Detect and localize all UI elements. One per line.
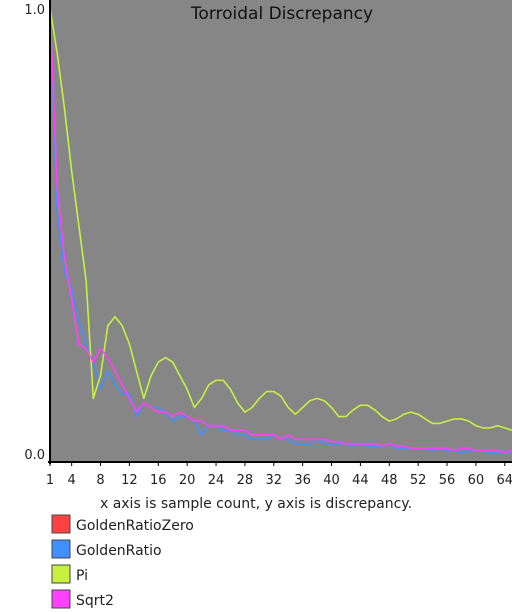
x-tick-label: 20 — [179, 473, 196, 488]
legend-swatch — [51, 564, 71, 584]
x-tick-label: 32 — [266, 473, 283, 488]
x-tick-label: 24 — [208, 473, 225, 488]
x-tick-label: 4 — [68, 473, 76, 488]
x-tick-label: 44 — [352, 473, 369, 488]
x-tick-label: 8 — [96, 473, 104, 488]
legend-swatch — [51, 514, 71, 534]
x-tick-label: 12 — [121, 473, 138, 488]
legend-item: Sqrt2 — [51, 589, 114, 609]
x-tick-label: 36 — [294, 473, 311, 488]
chart-caption: x axis is sample count, y axis is discre… — [100, 496, 412, 512]
x-tick-label: 16 — [150, 473, 167, 488]
y-tick-label: 1.0 — [24, 3, 45, 18]
x-tick-label: 64 — [497, 473, 512, 488]
series-line-sqrt2 — [49, 7, 512, 454]
legend-label: GoldenRatio — [76, 543, 162, 559]
legend-item: GoldenRatio — [51, 539, 162, 559]
chart-title: Torroidal Discrepancy — [190, 4, 373, 24]
legend-label: Sqrt2 — [76, 593, 114, 609]
x-tick-label: 1 — [46, 473, 54, 488]
x-tick-label: 60 — [468, 473, 485, 488]
x-tick-label: 40 — [323, 473, 340, 488]
legend-label: Pi — [76, 568, 88, 584]
legend-item: GoldenRatioZero — [51, 514, 194, 534]
legend-swatch — [51, 539, 71, 559]
x-tick-layer: 1 4 8 12 16 20 24 28 32 36 40 44 48 52 56 60 64 — [46, 462, 512, 488]
series-layer — [49, 7, 512, 454]
legend-item: Pi — [51, 564, 88, 584]
legend-label: GoldenRatioZero — [76, 518, 194, 534]
y-tick-layer: 0.0 1.0 — [24, 3, 45, 463]
legend-swatch — [51, 589, 71, 609]
legend: GoldenRatioZero GoldenRatio Pi Sqrt2 — [51, 514, 194, 609]
series-line-pi — [49, 7, 512, 431]
plot-area — [50, 0, 512, 462]
x-tick-label: 56 — [439, 473, 456, 488]
x-tick-label: 48 — [381, 473, 398, 488]
x-tick-label: 52 — [410, 473, 427, 488]
y-tick-label: 0.0 — [24, 448, 45, 463]
x-tick-label: 28 — [237, 473, 254, 488]
